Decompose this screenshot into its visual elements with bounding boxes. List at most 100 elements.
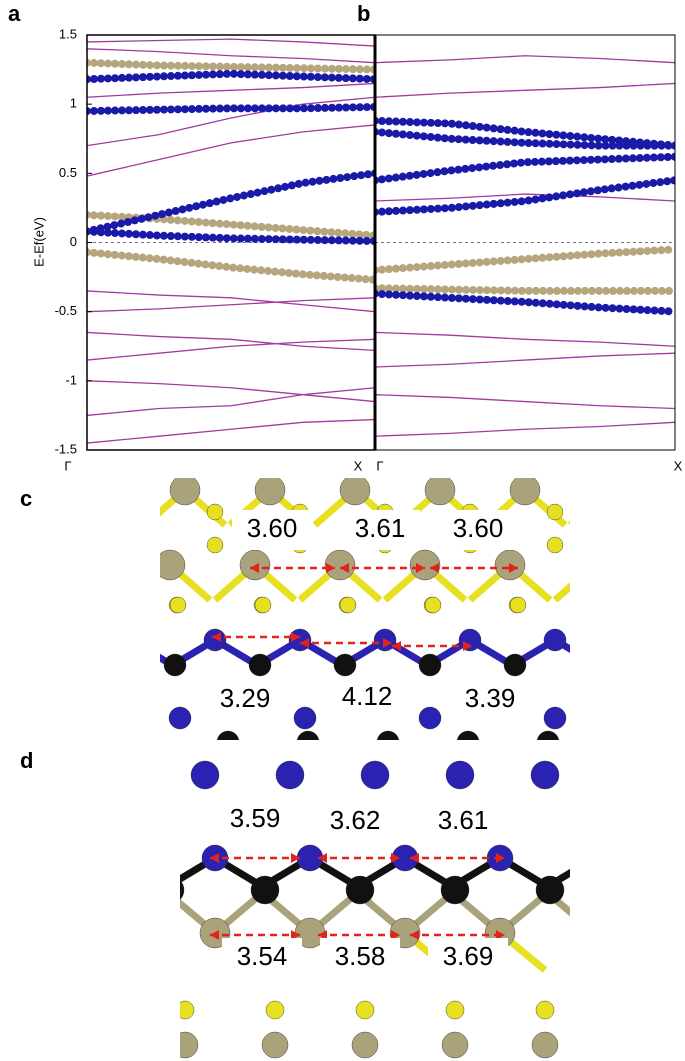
atom [456,730,480,740]
bond [85,565,125,600]
label-box [232,510,312,550]
atom [345,875,375,905]
y-tick-label: 0 [70,234,77,249]
distance-label: 3.29 [220,683,271,713]
bond [88,640,130,665]
atom [595,475,625,505]
arrow-head [318,853,400,863]
distance-label: 3.60 [453,513,504,543]
panel-label: c [20,486,32,511]
atom [206,503,224,521]
distance-label: 3.69 [443,941,494,971]
atom [631,876,659,904]
atom [296,730,320,740]
atom [589,654,611,676]
atom [86,1001,104,1019]
atom [275,760,305,790]
atom [160,549,186,581]
fat-band [375,289,675,316]
label-box [340,510,420,550]
atom [509,478,541,506]
label-box [215,800,295,840]
bond [100,490,140,525]
atom [44,707,66,729]
atom [180,1031,199,1059]
atom [418,653,442,677]
atom [632,504,648,520]
arrow-head [392,641,472,651]
atom [546,503,564,521]
bond [645,858,685,885]
atom [254,596,272,614]
bond [595,895,640,933]
atom [616,761,644,789]
band [375,331,675,347]
atom [206,536,224,554]
band [87,48,375,64]
atom [445,1000,465,1020]
atom [168,706,192,730]
bond [595,858,640,885]
atom [580,918,610,948]
arrow-head [430,563,518,573]
atom [351,1031,379,1059]
atom [169,478,201,506]
atom [458,628,482,652]
label-box [315,802,395,842]
atom [137,731,159,753]
distance-label: 3.58 [335,941,386,971]
distance-label: 4.12 [342,681,393,711]
y-tick-label: 0.5 [59,165,77,180]
atom [595,597,611,613]
band [87,297,375,313]
atom [355,1000,375,1020]
atom [339,596,357,614]
bond [552,582,570,603]
fat-band [375,116,675,150]
atom [546,536,564,554]
band [87,96,375,147]
atom [669,707,685,729]
distance-label: 3.61 [438,805,489,835]
atom [543,628,567,652]
atom [106,761,134,789]
label-box [423,802,503,842]
atom [535,1000,555,1020]
atom [122,537,138,553]
arrow-head [212,632,300,642]
y-tick-label: -1.5 [55,441,77,456]
band [87,418,375,444]
atom [180,879,185,901]
band [87,331,375,352]
fat-band [87,58,375,74]
atom [122,504,138,520]
band [87,124,375,177]
atom [79,654,101,676]
atom [503,653,527,677]
bond [120,933,165,970]
atom [248,653,272,677]
y-tick-label: -1 [65,372,77,387]
bond [595,933,640,970]
atom [536,730,560,740]
distance-label: 3.60 [247,513,298,543]
arrow-head [340,563,425,573]
label-box [428,938,508,978]
atom [85,475,115,505]
atom [509,596,527,614]
bond [595,565,635,600]
fat-band [87,69,375,84]
atom [632,537,648,553]
atom [360,760,390,790]
label-box [327,678,407,718]
fat-band [375,245,675,275]
atom [594,597,610,613]
atom [675,918,685,948]
y-tick-label: 1.5 [59,26,77,41]
band [375,394,675,410]
y-tick-label: -0.5 [55,303,77,318]
x-tick-label: Γ [64,458,71,473]
label-box [438,510,518,550]
structure-c [44,475,685,753]
